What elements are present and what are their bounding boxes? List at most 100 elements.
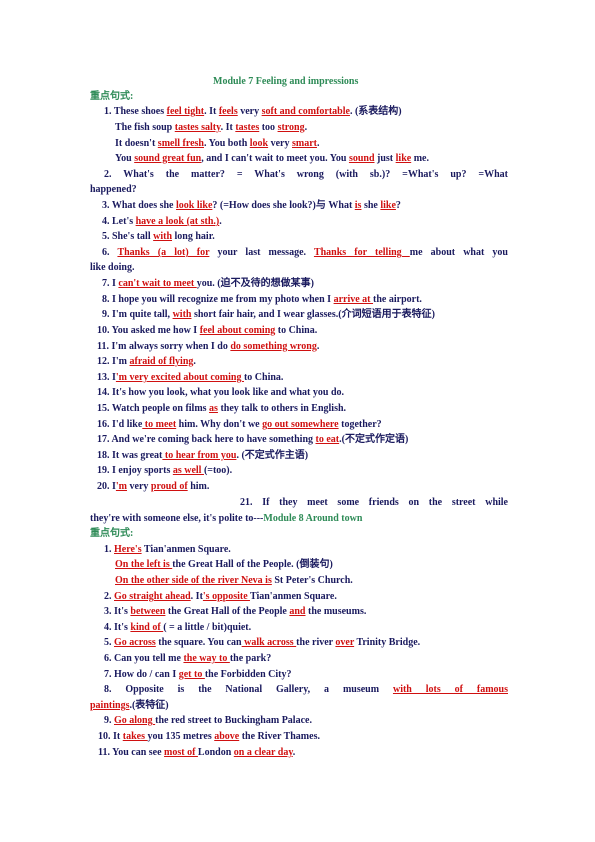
text-run: Module 7 Feeling and impressions [213,76,359,87]
sentence-line: The fish soup tastes salty. It tastes to… [115,121,307,134]
text-run: him. [187,481,210,492]
sentence-line: paintings.(表特征) [90,699,169,712]
text-run: . [316,341,320,352]
key-phrase: have a look (at sth.) [135,216,220,227]
sentence-line: 2. Go straight ahead. It's opposite Tian… [104,590,337,603]
text-run: . [292,747,296,758]
key-phrase: takes [122,731,148,742]
text-run: 7. How do / can I [104,669,179,680]
text-run: London [197,747,234,758]
key-phrase: like [380,200,396,211]
sentence-line: 17. And we're coming back here to have s… [97,433,408,446]
text-run: 5. She's tall [102,231,154,242]
key-phrase: most of [164,747,198,758]
key-phrase: proud of [150,481,188,492]
text-run: very [127,481,151,492]
sentence-line: 1. Here's Tian'anmen Square. [104,543,231,556]
text-run: St Peter's Church. [271,575,353,586]
sentence-line: 6. Thanks (a lot) for your last message.… [102,246,508,259]
key-phrase: and [289,606,306,617]
text-run: 2. [104,591,114,602]
key-phrase: kind of [130,622,164,633]
key-phrase: to eat [315,434,340,445]
section-heading: 重点句式: [90,90,133,103]
text-run: 13. I [97,372,116,383]
text-run: 7. I [102,278,119,289]
text-run: 17. And we're coming back here to have s… [97,434,316,445]
key-phrase: Go straight ahead [114,591,191,602]
text-run: me about what you [409,247,508,258]
sentence-line: 3. It's between the Great Hall of the Pe… [104,605,366,618]
module-7-title: Module 7 Feeling and impressions [213,75,358,88]
sentence-line: It doesn't smell fresh. You both look ve… [115,137,320,150]
key-phrase: with [153,231,173,242]
text-run: to China. [243,372,284,383]
text-run: the Great Hall of the People. (倒装句) [172,559,333,570]
text-run: 21. If they meet some friends on the str… [240,497,508,508]
text-run: . It [220,122,236,133]
text-run: 5. [104,637,114,648]
text-run: 重点句式: [90,91,134,102]
text-run: happened? [90,184,137,195]
text-run: the airport. [373,294,422,305]
text-run: 2. What's the matter? = What's wrong (wi… [104,169,508,180]
key-phrase: smart [292,138,317,149]
text-run: me. [411,153,429,164]
sentence-line: 9. I'm quite tall, with short fair hair,… [102,308,435,321]
sentence-line: 21. If they meet some friends on the str… [240,496,508,509]
text-run: him. Why don't we [176,419,263,430]
text-run: too [259,122,278,133]
text-run: 10. It [98,731,123,742]
section-heading: 重点句式: [90,527,133,540]
key-phrase: do something wrong [230,341,317,352]
text-run: 11. You can see [98,747,165,758]
key-phrase: smell fresh [157,138,204,149]
text-run: , and I can't wait to meet you. You [201,153,349,164]
sentence-line: 9. Go along the red street to Buckingham… [104,714,312,727]
text-run: ? (=How does she look?)与 What [212,200,355,211]
text-run: . (不定式作主语) [236,450,309,461]
key-phrase: tastes salty [174,122,221,133]
key-phrase: feel tight [166,106,205,117]
key-phrase: Go across [114,637,156,648]
text-run: The fish soup [115,122,175,133]
text-run: 16. I'd like [97,419,143,430]
sentence-line: 4. It's kind of ( = a little / bit)quiet… [104,621,251,634]
key-phrase: the way to [183,653,230,664]
key-phrase: with [172,309,192,320]
text-run: 3. What does she [102,200,176,211]
text-run: very [268,138,292,149]
text-run: 3. It's [104,606,131,617]
key-phrase: walk across [241,637,297,648]
key-phrase: On the other side of the river Neva is [115,575,272,586]
text-run: . It [190,591,203,602]
text-run: ? [395,200,401,211]
text-run: 1. These shoes [104,106,167,117]
sentence-line: 10. It takes you 135 metres above the Ri… [98,730,320,743]
text-run: the Great Hall of the People [165,606,290,617]
key-phrase: can't wait to meet [118,278,197,289]
text-run: you 135 metres [147,731,215,742]
text-run: Trinity Bridge. [354,637,421,648]
text-run: 14. It's how you look, what you look lik… [97,387,345,398]
text-run: like doing. [90,262,135,273]
key-phrase: 'm [115,481,128,492]
text-run: .(不定式作定语) [339,434,409,445]
key-phrase: Here's [114,544,142,555]
text-run: you. (迫不及待的想做某事) [196,278,314,289]
key-phrase: afraid of flying [129,356,194,367]
key-phrase: between [130,606,166,617]
text-run: they talk to others in English. [217,403,347,414]
key-phrase: arrive at [333,294,374,305]
key-phrase: Thanks (a lot) for [117,247,210,258]
sentence-line: On the left is the Great Hall of the Peo… [115,558,333,571]
sentence-line: 8. I hope you will recognize me from my … [102,293,422,306]
sentence-line: 7. I can't wait to meet you. (迫不及待的想做某事) [102,277,314,290]
sentence-line: 2. What's the matter? = What's wrong (wi… [104,168,508,181]
key-phrase: with lots of famous [392,684,508,695]
sentence-line: 13. I'm very excited about coming to Chi… [97,371,283,384]
key-phrase: sound [348,153,375,164]
text-run: they're with someone else, it's polite t… [90,513,264,524]
text-run: (=too). [203,465,233,476]
